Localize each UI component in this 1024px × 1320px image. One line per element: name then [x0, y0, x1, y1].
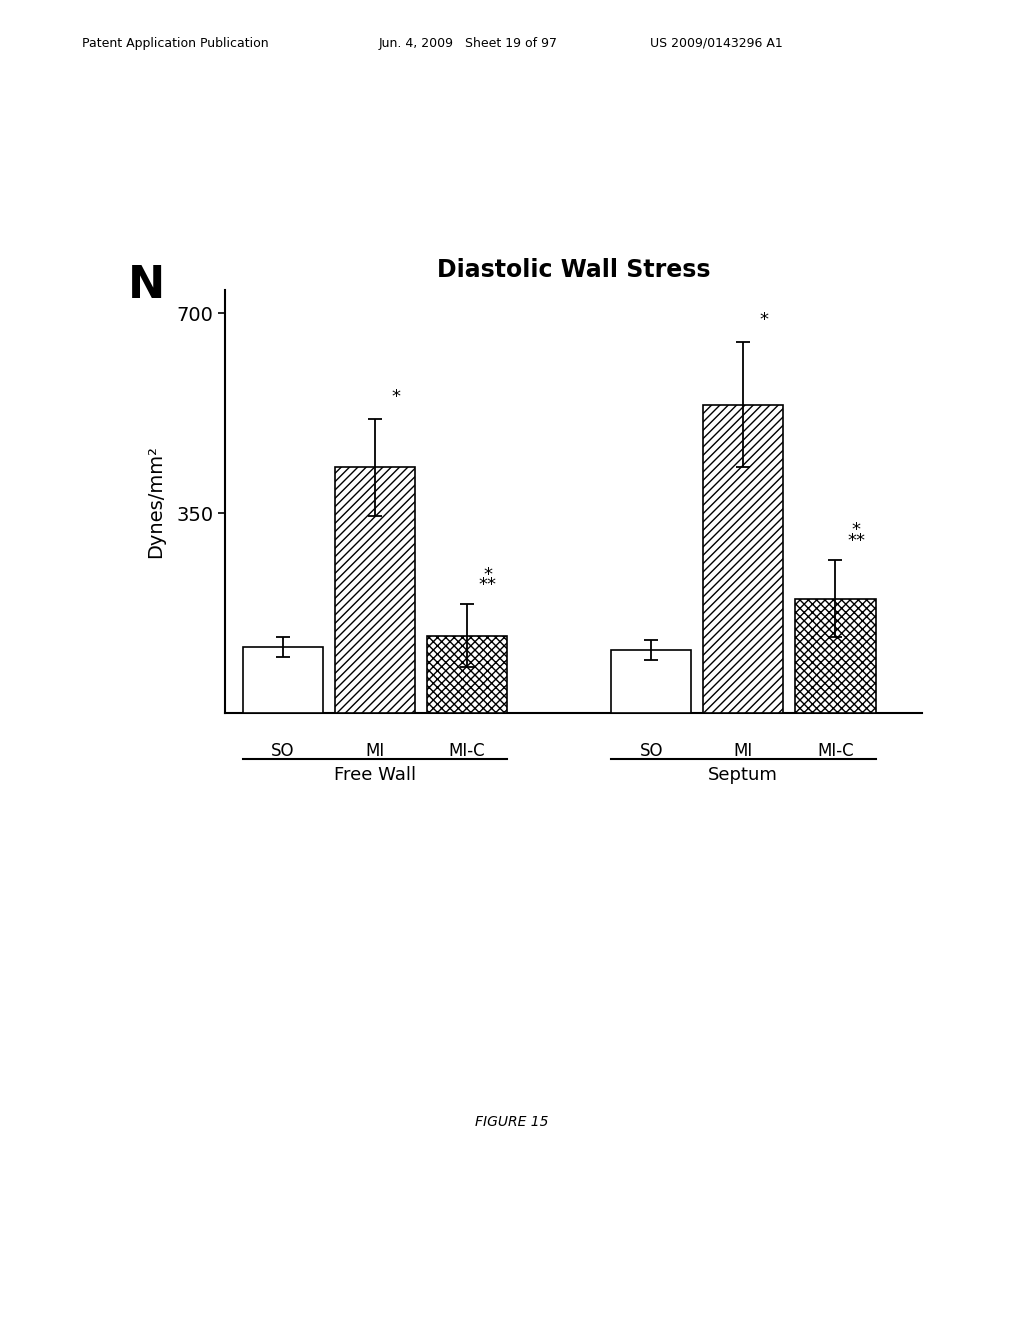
- Text: **: **: [478, 576, 497, 594]
- Text: Patent Application Publication: Patent Application Publication: [82, 37, 268, 50]
- Bar: [427, 636, 507, 713]
- Text: MI-C: MI-C: [449, 742, 485, 760]
- Title: Diastolic Wall Stress: Diastolic Wall Stress: [436, 257, 711, 281]
- Y-axis label: Dynes/mm²: Dynes/mm²: [146, 445, 165, 558]
- Bar: [611, 649, 691, 713]
- Text: US 2009/0143296 A1: US 2009/0143296 A1: [650, 37, 783, 50]
- Text: FIGURE 15: FIGURE 15: [475, 1115, 549, 1130]
- Text: N: N: [128, 264, 165, 308]
- Text: Free Wall: Free Wall: [334, 766, 416, 784]
- Text: Jun. 4, 2009   Sheet 19 of 97: Jun. 4, 2009 Sheet 19 of 97: [379, 37, 558, 50]
- Text: SO: SO: [271, 742, 295, 760]
- Text: *: *: [760, 310, 768, 329]
- Bar: [335, 467, 415, 713]
- Text: MI: MI: [733, 742, 753, 760]
- Text: MI: MI: [366, 742, 385, 760]
- Text: SO: SO: [639, 742, 663, 760]
- Text: MI-C: MI-C: [817, 742, 854, 760]
- Bar: [795, 599, 876, 713]
- Text: *: *: [391, 388, 400, 405]
- Text: Septum: Septum: [709, 766, 778, 784]
- Text: *: *: [852, 521, 860, 540]
- Text: **: **: [847, 532, 865, 549]
- Bar: [702, 404, 783, 713]
- Text: *: *: [483, 566, 493, 583]
- Bar: [243, 647, 324, 713]
